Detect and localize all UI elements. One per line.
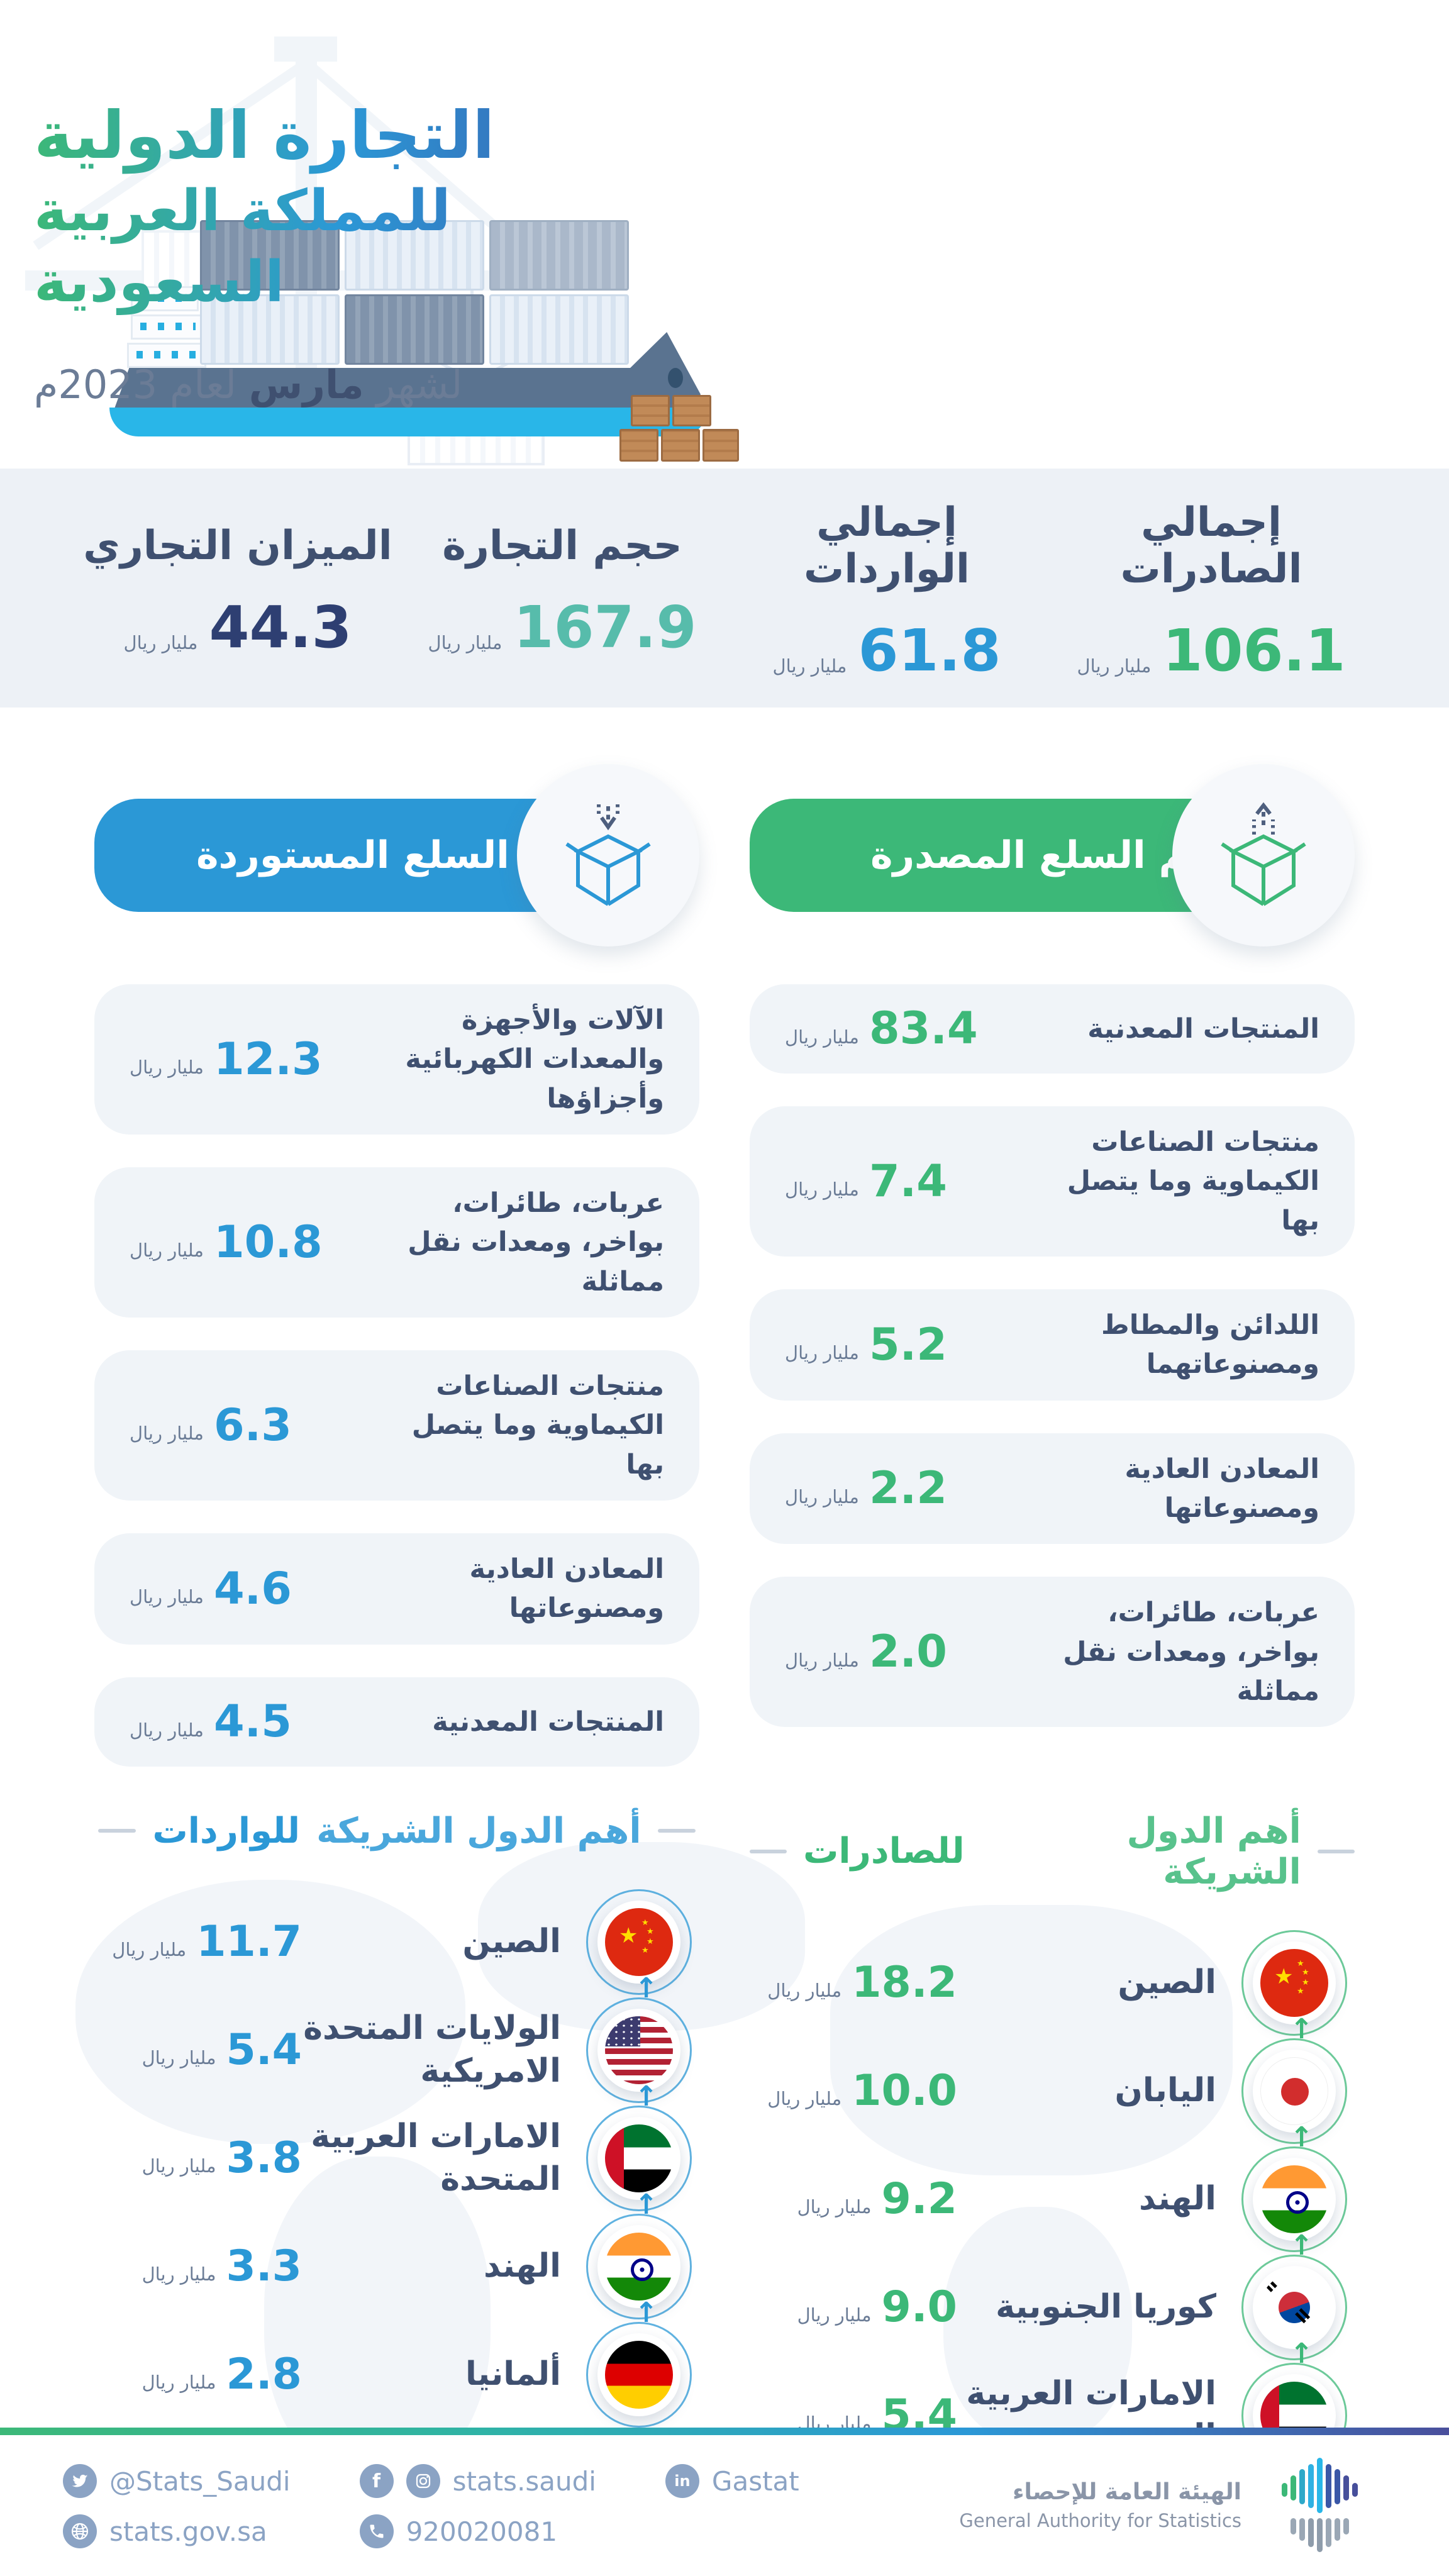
facebook-icon: f (359, 2464, 394, 2498)
list-item: الآلات والأجهزة والمعدات الكهربائية وأجز… (94, 984, 699, 1135)
list-item: منتجات الصناعات الكيماوية وما يتصل بها 6… (94, 1350, 699, 1501)
trade-volume-value: 167.9 (513, 593, 697, 661)
up-arrow-icon: ↑ (635, 2080, 658, 2112)
trade-balance-value: 44.3 (209, 593, 352, 661)
list-item: عربات، طائرات، بواخر، ومعدات نقل مماثلة … (94, 1167, 699, 1318)
world-map-backdrop (0, 1804, 1449, 2470)
phone-number[interactable]: 920020081 (359, 2514, 596, 2548)
up-arrow-icon: ↑ (1290, 2337, 1313, 2370)
list-item: اللدائن والمطاط ومصنوعاتهما 5.2 مليار ريا… (750, 1289, 1355, 1401)
gastat-logo: الهيئة العامة للإحصاء General Authority … (959, 2458, 1386, 2552)
stat-trade-volume: حجم التجارة 167.9 مليار ريال (428, 522, 697, 661)
list-item: عربات، طائرات، بواخر، ومعدات نقل مماثلة … (750, 1577, 1355, 1728)
partner-row-china: ★ ★ ★ ★ ★ الصين 18.2 مليار ريال (750, 1929, 1355, 2037)
china-flag-icon: ★ ★ ★ ★ ★ (605, 1907, 673, 1976)
website-link[interactable]: stats.gov.sa (63, 2514, 291, 2548)
partner-row-germany: ↑ ألمانيا 2.8 مليار ريال (94, 2299, 699, 2429)
org-name-arabic: الهيئة العامة للإحصاء (1013, 2479, 1241, 2505)
up-arrow-icon: ↑ (635, 2188, 658, 2221)
gastat-logo-mark (1260, 2458, 1386, 2552)
linkedin-icon: in (665, 2464, 699, 2498)
india-flag-icon (605, 2232, 673, 2301)
partner-row-japan: ↑ اليابان 10.0 مليار ريال (750, 2015, 1355, 2145)
up-arrow-icon: ↑ (1290, 2012, 1313, 2045)
up-arrow-icon: ↑ (635, 1972, 658, 2004)
south-korea-flag-icon (1260, 2273, 1328, 2341)
partner-row-uae: ↑ الامارات العربية المتحدة 3.8 مليار ريال (94, 2082, 699, 2212)
export-partners-heading: أهم الدول الشريكة للصادرات (750, 1811, 1355, 1892)
footer: @Stats_Saudi stats.gov.sa f stats.saudi (0, 2428, 1449, 2576)
stat-trade-balance: الميزان التجاري 44.3 مليار ريال (83, 522, 392, 661)
japan-flag-icon (1260, 2057, 1328, 2125)
total-exports-value: 106.1 (1162, 616, 1346, 684)
stat-total-imports: إجمالي الواردات 61.8 مليار ريال (772, 499, 1001, 684)
twitter-icon (63, 2464, 97, 2498)
exported-goods-column: أهم السلع المصدرة المنتجات المعدنية 83. (750, 764, 1355, 1767)
export-partners-column: أهم الدول الشريكة للصادرات ★ ★ ★ ★ ★ الصين 1… (750, 1811, 1355, 2470)
twitter-handle[interactable]: @Stats_Saudi (63, 2464, 291, 2498)
list-item: المنتجات المعدنية 4.5 مليار ريال (94, 1677, 699, 1767)
export-box-icon (1172, 764, 1355, 947)
summary-band: إجمالي الصادرات 106.1 مليار ريال إجمالي ا… (0, 469, 1449, 708)
list-item: المعادن العادية ومصنوعاتها 4.6 مليار ريال (94, 1533, 699, 1645)
up-arrow-icon: ↑ (1290, 2229, 1313, 2262)
partner-row-india: ↑ الهند 9.2 مليار ريال (750, 2123, 1355, 2253)
china-flag-icon: ★ ★ ★ ★ ★ (1260, 1948, 1328, 2017)
title-line-2: للمملكة العربية السعودية (34, 176, 707, 318)
total-imports-value: 61.8 (858, 616, 1001, 684)
hanging-container (408, 400, 545, 465)
up-arrow-icon: ↑ (1290, 2121, 1313, 2153)
usa-flag-icon (605, 2016, 673, 2084)
list-item: المعادن العادية ومصنوعاتها 2.2 مليار ريال (750, 1433, 1355, 1545)
gradient-divider (0, 2428, 1449, 2435)
germany-flag-icon (605, 2340, 673, 2409)
phone-icon (359, 2514, 394, 2548)
up-arrow-icon: ↑ (635, 2296, 658, 2329)
org-name-english: General Authority for Statistics (959, 2509, 1241, 2531)
imported-goods-column: أهم السلع المستوردة الآلات والأجهزة والم… (94, 764, 699, 1767)
list-item: المنتجات المعدنية 83.4 مليار ريال (750, 984, 1355, 1074)
import-partners-heading: أهم الدول الشريكة للواردات (94, 1811, 699, 1852)
page-title: التجارة الدولية للمملكة العربية السعودية… (34, 94, 707, 408)
title-period: لشهر مارس لعام 2023م (34, 362, 463, 408)
india-flag-icon (1260, 2165, 1328, 2233)
instagram-icon (406, 2464, 440, 2498)
social-links: @Stats_Saudi stats.gov.sa f stats.saudi (63, 2464, 799, 2548)
import-box-icon (517, 764, 699, 947)
month-name: مارس (248, 362, 364, 408)
linkedin-handle[interactable]: in Gastat (665, 2464, 799, 2498)
uae-flag-icon (605, 2124, 673, 2192)
hero-section: التجارة الدولية للمملكة العربية السعودية… (0, 0, 1449, 469)
partner-row-south-korea: ↑ كوريا الجنوبية 9.0 مليار ريال (750, 2231, 1355, 2362)
list-item: منتجات الصناعات الكيماوية وما يتصل بها 7… (750, 1106, 1355, 1257)
partner-row-india: ↑ الهند 3.3 مليار ريال (94, 2190, 699, 2321)
globe-icon (63, 2514, 97, 2548)
title-line-1: التجارة الدولية (34, 94, 707, 176)
facebook-instagram-handle[interactable]: f stats.saudi (359, 2464, 596, 2498)
top-goods-section: أهم السلع المصدرة المنتجات المعدنية 83. (0, 708, 1449, 1767)
partner-countries-section: أهم الدول الشريكة للصادرات ★ ★ ★ ★ ★ الصين 1… (0, 1767, 1449, 2470)
partner-row-usa: ↑ الولايات المتحدة الامريكية 5.4 مليار ري… (94, 1974, 699, 2104)
partner-row-china: ★ ★ ★ ★ ★ الصين 11.7 مليار ريال (94, 1888, 699, 1996)
import-partners-column: أهم الدول الشريكة للواردات ★ ★ ★ ★ ★ الصين 1… (94, 1811, 699, 2470)
stat-total-exports: إجمالي الصادرات 106.1 مليار ريال (1077, 499, 1346, 684)
